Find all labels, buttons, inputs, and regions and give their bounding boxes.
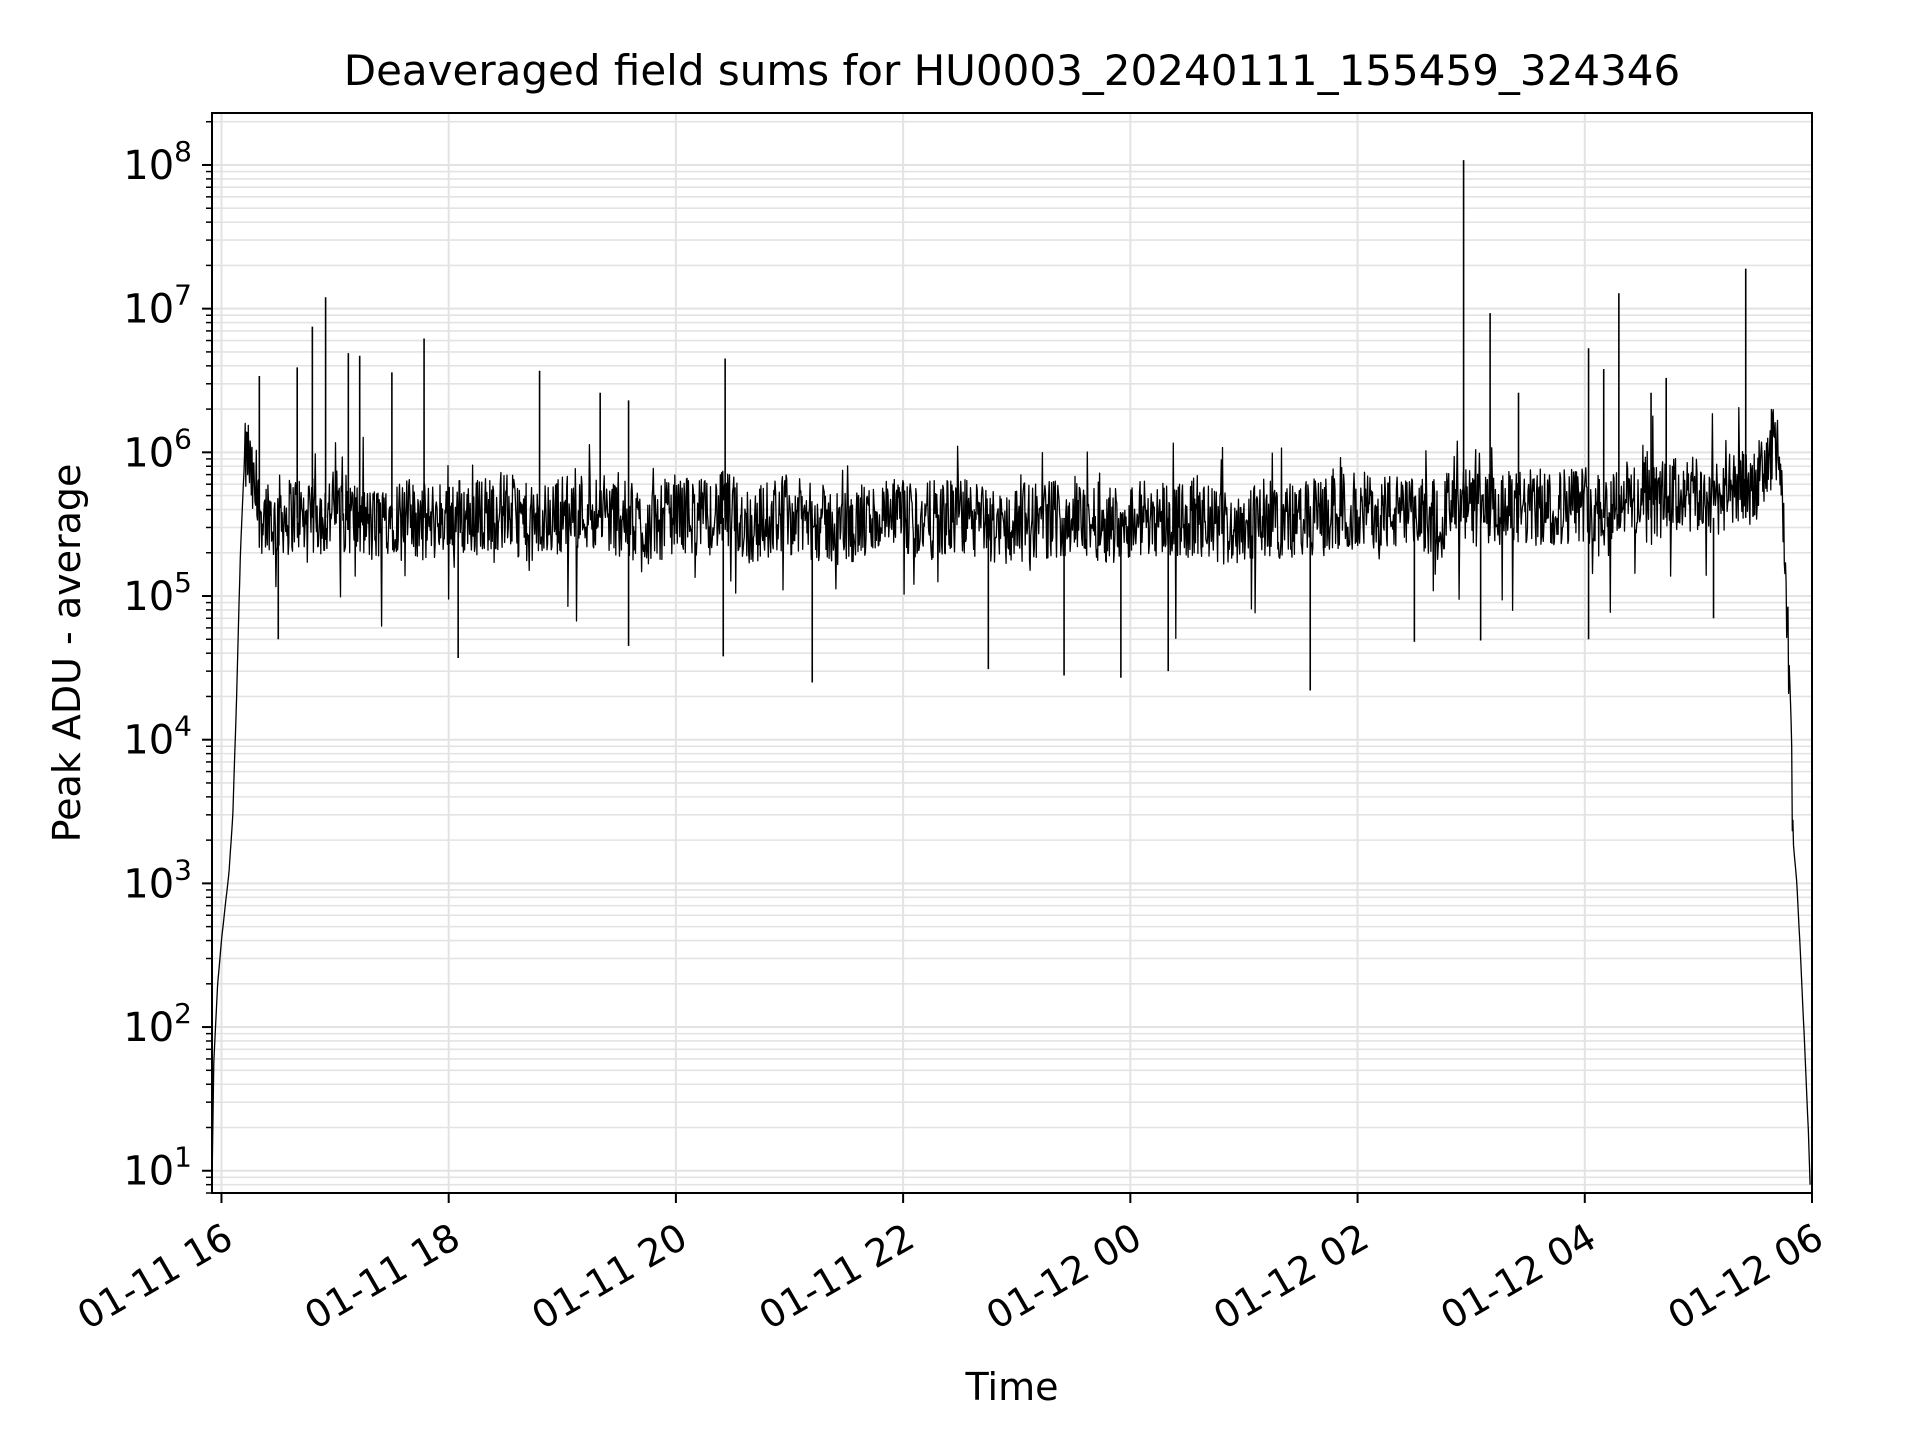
y-tick-label: 101	[123, 1141, 192, 1195]
series-line	[211, 406, 1811, 1185]
chart-title: Deaveraged field sums for HU0003_2024011…	[344, 46, 1681, 95]
grid	[212, 113, 1813, 1194]
y-tick-label: 107	[123, 279, 192, 333]
x-axis-label: Time	[965, 1365, 1059, 1409]
y-tick-label: 106	[123, 422, 192, 476]
series-layer	[211, 160, 1811, 1185]
y-tick-label: 105	[123, 566, 192, 620]
y-tick-label: 103	[123, 853, 192, 907]
y-tick-label: 104	[123, 710, 192, 764]
y-tick-label: 102	[123, 997, 192, 1051]
y-axis-label: Peak ADU - average	[45, 464, 89, 843]
y-tick-label: 108	[123, 135, 192, 189]
